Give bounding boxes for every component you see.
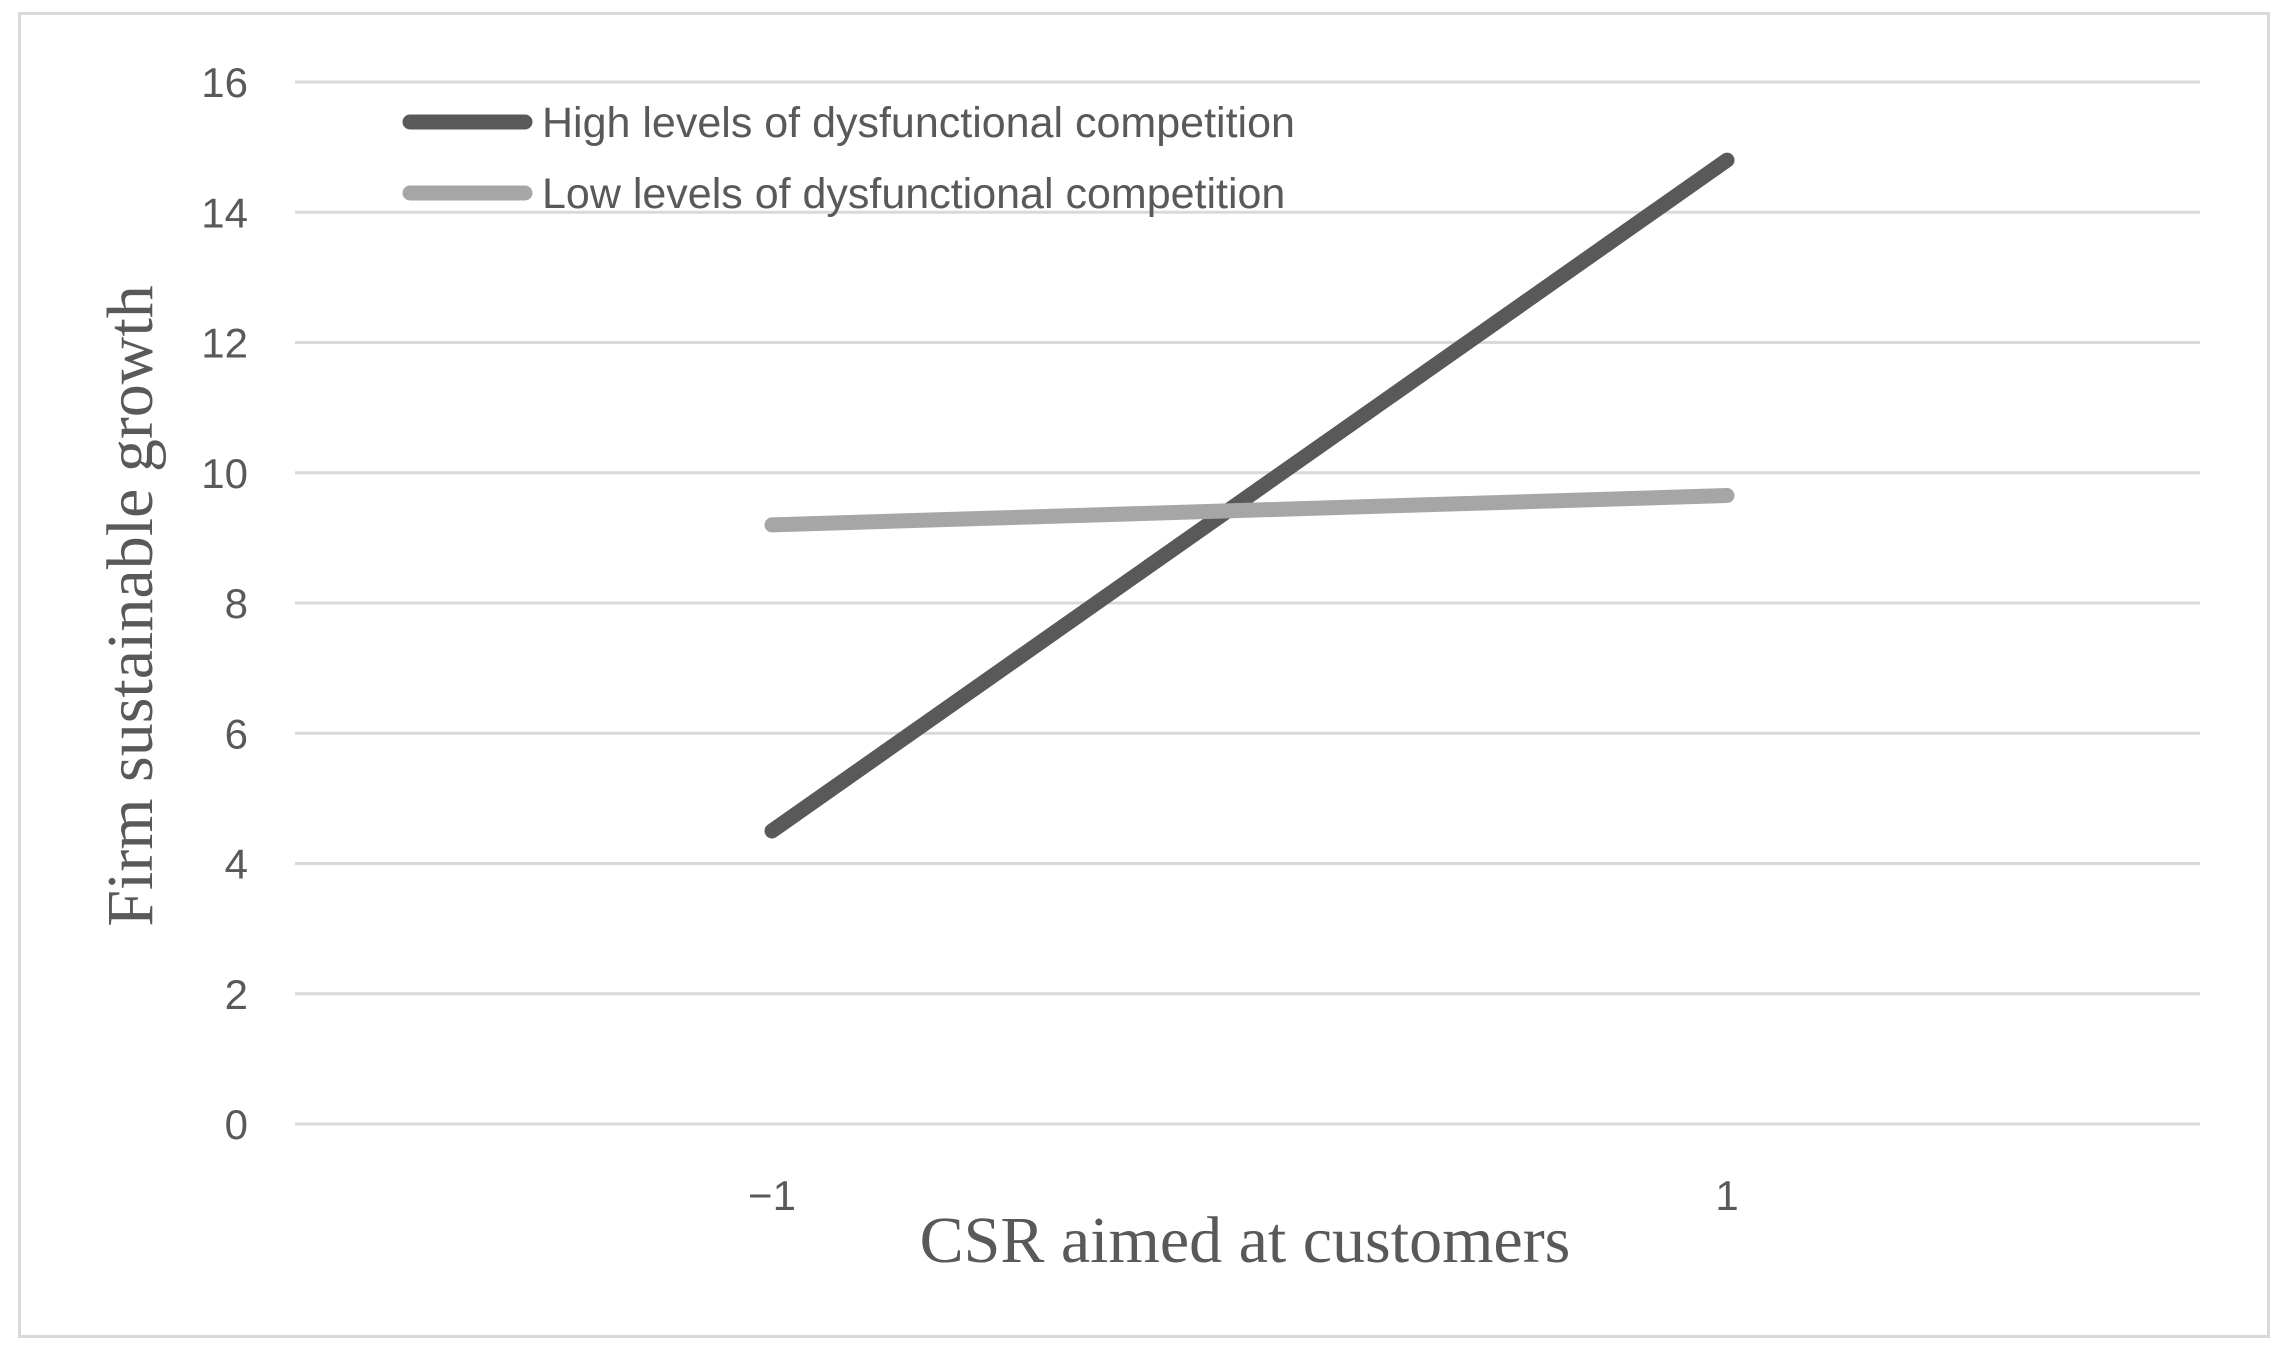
x-tick-labels: −1 1 xyxy=(748,1172,1739,1219)
y-tick-label: 0 xyxy=(225,1101,248,1148)
y-tick-label: 6 xyxy=(225,710,248,757)
y-tick-labels: 0 2 4 6 8 10 12 14 16 xyxy=(201,59,248,1148)
y-tick-label: 14 xyxy=(201,189,248,236)
legend: High levels of dysfunctional competition… xyxy=(402,99,1295,218)
y-tick-label: 16 xyxy=(201,59,248,106)
series-lines xyxy=(764,152,1735,839)
y-tick-label: 8 xyxy=(225,580,248,627)
legend-label: High levels of dysfunctional competition xyxy=(542,99,1295,147)
gridlines xyxy=(295,80,2200,1126)
y-axis-title: Firm sustainable growth xyxy=(94,285,167,927)
y-tick-label: 2 xyxy=(225,971,248,1018)
x-tick-label: 1 xyxy=(1715,1172,1738,1219)
series-line xyxy=(764,488,1735,533)
chart-frame xyxy=(18,12,2270,1338)
y-tick-label: 10 xyxy=(201,450,248,497)
y-tick-label: 12 xyxy=(201,320,248,367)
y-tick-label: 4 xyxy=(225,841,248,888)
series-line xyxy=(764,152,1735,839)
x-tick-label: −1 xyxy=(748,1172,796,1219)
x-axis-title: CSR aimed at customers xyxy=(920,1204,1571,1277)
legend-label: Low levels of dysfunctional competition xyxy=(542,170,1285,218)
